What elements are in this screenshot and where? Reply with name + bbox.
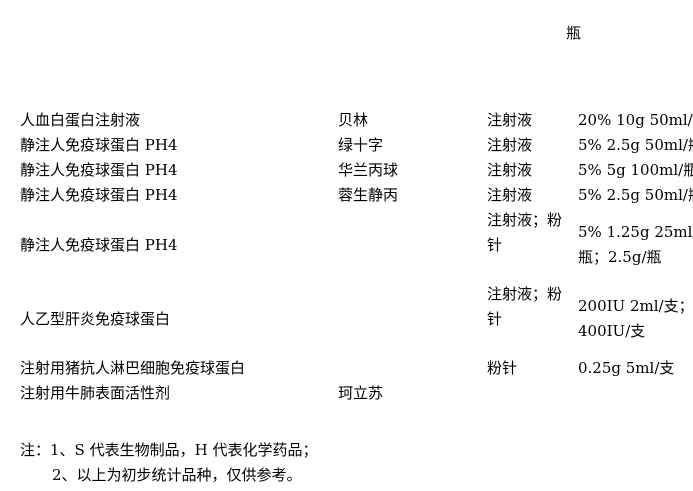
cell-product-name: 注射用牛肺表面活性剂 (20, 384, 171, 402)
cell-dosage-form: 注射液 (487, 161, 533, 179)
table-row: 人乙型肝炎免疫球蛋白 注射液；粉针 200IU 2ml/支；400IU/支 (0, 282, 693, 344)
row-spacer (0, 270, 693, 282)
cell-product-name: 静注人免疫球蛋白 PH4 (20, 161, 178, 179)
cell-dosage-form: 注射液；粉针 (487, 285, 563, 328)
cell-specification: 5% 2.5g 50ml/瓶 (578, 136, 693, 154)
orphan-column-header-bottle: 瓶 (566, 24, 582, 42)
cell-dosage-form: 注射液；粉针 (487, 211, 563, 254)
table-row: 静注人免疫球蛋白 PH4 注射液；粉针 5% 1.25g 25ml/瓶；2.5g/瓶 (0, 208, 693, 270)
table-row: 注射用猪抗人淋巴细胞免疫球蛋白 粉针 0.25g 5ml/支 (0, 356, 693, 381)
table-row: 静注人免疫球蛋白 PH4 绿十字 注射液 5% 2.5g 50ml/瓶 (0, 133, 693, 158)
row-spacer (0, 344, 693, 356)
row-spacer-cell (0, 270, 693, 282)
cell-brand-name: 贝林 (338, 111, 369, 129)
cell-specification: 5% 1.25g 25ml/瓶；2.5g/瓶 (578, 223, 693, 266)
table-row: 静注人免疫球蛋白 PH4 华兰丙球 注射液 5% 5g 100ml/瓶 (0, 158, 693, 183)
footnote-line: 2、以上为初步统计品种，仅供参考。 (52, 466, 302, 484)
cell-brand-name (338, 208, 487, 270)
cell-product-name: 人乙型肝炎免疫球蛋白 (20, 310, 171, 328)
cell-specification: 200IU 2ml/支；400IU/支 (578, 297, 693, 340)
cell-product-name: 注射用猪抗人淋巴细胞免疫球蛋白 (20, 359, 246, 377)
cell-brand-name (338, 356, 487, 381)
footnote-line: 注：1、S 代表生物制品，H 代表化学药品； (20, 441, 318, 459)
table-row: 注射用牛肺表面活性剂 珂立苏 (0, 381, 693, 406)
cell-dosage-form: 注射液 (487, 136, 533, 154)
cell-brand-name: 珂立苏 (338, 384, 384, 402)
cell-product-name: 人血白蛋白注射液 (20, 111, 141, 129)
cell-specification (578, 381, 693, 406)
cell-dosage-form (487, 381, 578, 406)
cell-brand-name (338, 282, 487, 344)
cell-specification: 5% 2.5g 50ml/瓶 (578, 186, 693, 204)
cell-brand-name: 华兰丙球 (338, 161, 399, 179)
cell-product-name: 静注人免疫球蛋白 PH4 (20, 236, 178, 254)
cell-dosage-form: 注射液 (487, 111, 533, 129)
table-row: 静注人免疫球蛋白 PH4 蓉生静丙 注射液 5% 2.5g 50ml/瓶 (0, 183, 693, 208)
cell-specification: 0.25g 5ml/支 (578, 359, 675, 377)
cell-product-name: 静注人免疫球蛋白 PH4 (20, 136, 178, 154)
table-row: 人血白蛋白注射液 贝林 注射液 20% 10g 50ml/瓶 (0, 108, 693, 133)
cell-specification: 20% 10g 50ml/瓶 (578, 111, 693, 129)
footnotes-block: 注：1、S 代表生物制品，H 代表化学药品； 2、以上为初步统计品种，仅供参考。 (20, 438, 317, 488)
cell-brand-name: 蓉生静丙 (338, 186, 399, 204)
cell-brand-name: 绿十字 (338, 136, 384, 154)
cell-product-name: 静注人免疫球蛋白 PH4 (20, 186, 178, 204)
row-spacer-cell (0, 344, 693, 356)
cell-dosage-form: 注射液 (487, 186, 533, 204)
cell-specification: 5% 5g 100ml/瓶 (578, 161, 693, 179)
cell-dosage-form: 粉针 (487, 359, 518, 377)
